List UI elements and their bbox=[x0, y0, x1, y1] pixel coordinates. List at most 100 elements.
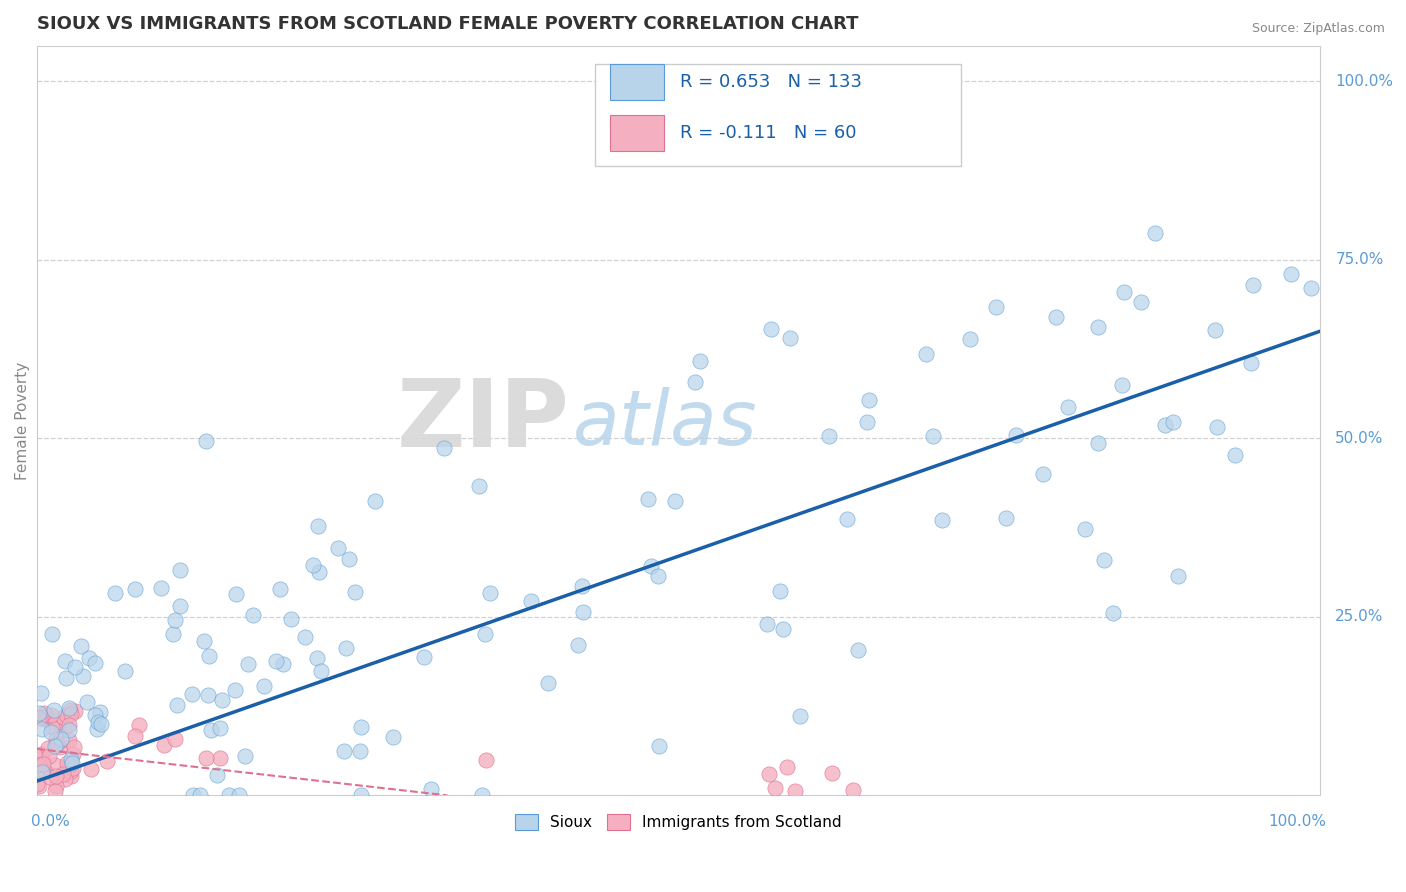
Point bbox=[785, 784, 807, 798]
Point bbox=[305, 650, 328, 665]
Point bbox=[856, 415, 879, 429]
Point bbox=[1114, 285, 1136, 300]
Point bbox=[772, 622, 794, 636]
Point bbox=[218, 789, 240, 803]
FancyBboxPatch shape bbox=[610, 115, 664, 152]
Point bbox=[637, 492, 659, 507]
Point bbox=[31, 764, 53, 779]
Point bbox=[959, 332, 981, 346]
Point bbox=[224, 683, 246, 698]
Point bbox=[65, 704, 87, 718]
Point bbox=[984, 300, 1007, 314]
Point bbox=[364, 494, 387, 508]
Point bbox=[30, 686, 52, 700]
Point bbox=[62, 747, 84, 761]
Point bbox=[128, 718, 150, 732]
Point bbox=[208, 721, 231, 735]
Point bbox=[1057, 401, 1080, 415]
Point bbox=[1279, 267, 1302, 281]
Point bbox=[1205, 420, 1227, 434]
Point bbox=[49, 739, 72, 754]
Point bbox=[45, 769, 67, 783]
Point bbox=[84, 656, 107, 670]
Point bbox=[759, 322, 782, 336]
Point bbox=[1102, 606, 1125, 620]
Point bbox=[1087, 320, 1109, 334]
Point bbox=[55, 671, 77, 685]
Point bbox=[280, 611, 302, 625]
Point bbox=[1005, 428, 1028, 442]
Point bbox=[664, 493, 686, 508]
Point bbox=[41, 707, 63, 722]
Point bbox=[59, 764, 82, 779]
Text: ZIP: ZIP bbox=[396, 375, 569, 467]
Point bbox=[307, 519, 329, 533]
Point bbox=[41, 626, 63, 640]
Point bbox=[44, 703, 66, 717]
Point bbox=[755, 617, 778, 632]
Point bbox=[60, 756, 83, 771]
Point bbox=[922, 428, 945, 442]
Point bbox=[195, 751, 218, 765]
Point bbox=[475, 753, 498, 767]
Point bbox=[55, 719, 77, 733]
Point bbox=[28, 779, 51, 793]
Point bbox=[30, 710, 52, 724]
Point bbox=[39, 725, 62, 739]
Point bbox=[253, 679, 276, 693]
Point bbox=[193, 633, 215, 648]
Point bbox=[58, 723, 80, 737]
Point bbox=[51, 710, 73, 724]
Point bbox=[37, 740, 59, 755]
Text: 0.0%: 0.0% bbox=[31, 814, 69, 830]
Point bbox=[931, 513, 953, 527]
Point bbox=[233, 749, 256, 764]
Point bbox=[1087, 436, 1109, 450]
Point bbox=[65, 660, 87, 674]
Point bbox=[326, 541, 349, 556]
Point bbox=[225, 587, 247, 601]
Point bbox=[1045, 310, 1067, 324]
FancyBboxPatch shape bbox=[595, 64, 960, 166]
Text: R = -0.111   N = 60: R = -0.111 N = 60 bbox=[679, 124, 856, 143]
Point bbox=[150, 581, 173, 595]
Point bbox=[58, 758, 80, 772]
Point bbox=[56, 756, 79, 771]
Point bbox=[41, 720, 63, 734]
Point bbox=[59, 703, 82, 717]
Point bbox=[382, 731, 405, 745]
Point bbox=[35, 709, 58, 723]
Point bbox=[309, 664, 332, 678]
Point bbox=[1032, 467, 1054, 481]
Point bbox=[858, 393, 880, 408]
Point bbox=[163, 614, 186, 628]
Point bbox=[308, 565, 330, 579]
Point bbox=[28, 711, 51, 725]
Point bbox=[104, 586, 127, 600]
Point bbox=[537, 676, 560, 690]
Point bbox=[1167, 568, 1189, 582]
Point bbox=[45, 732, 67, 747]
Point bbox=[200, 723, 222, 738]
Point bbox=[169, 599, 191, 613]
Point bbox=[647, 568, 669, 582]
Point bbox=[228, 789, 250, 803]
Text: 100.0%: 100.0% bbox=[1336, 74, 1393, 89]
Point bbox=[163, 732, 186, 747]
Point bbox=[571, 579, 593, 593]
Point bbox=[190, 789, 212, 803]
Point bbox=[242, 608, 264, 623]
Point bbox=[169, 563, 191, 577]
Point bbox=[335, 640, 357, 655]
Point bbox=[44, 784, 66, 798]
Point bbox=[567, 638, 589, 652]
Point bbox=[266, 654, 288, 668]
Point bbox=[846, 643, 869, 657]
Point bbox=[58, 700, 80, 714]
Point bbox=[31, 722, 53, 736]
Point bbox=[198, 648, 221, 663]
Point bbox=[1092, 553, 1115, 567]
Point bbox=[166, 698, 188, 712]
Point bbox=[77, 651, 100, 665]
Point bbox=[349, 744, 371, 758]
